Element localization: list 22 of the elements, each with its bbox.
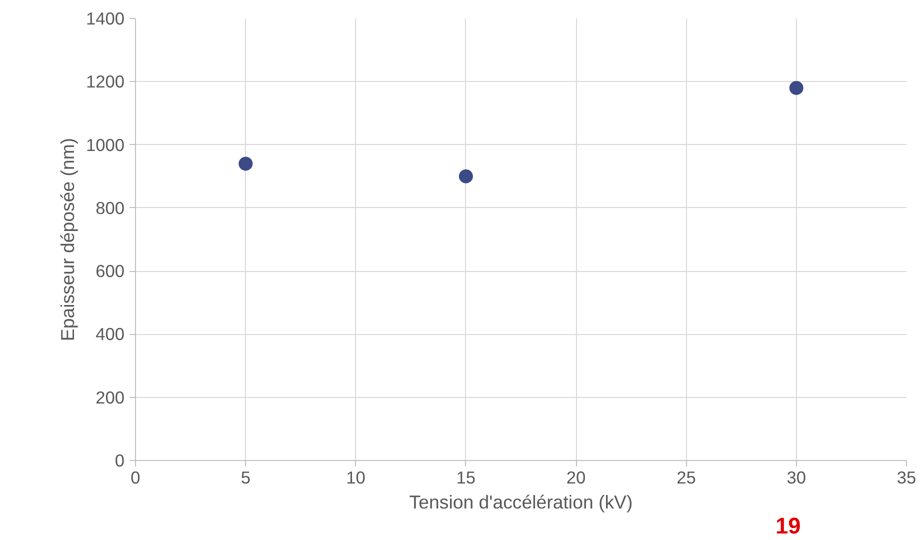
x-tick-label: 10 [346,468,366,488]
y-tick-label: 0 [114,450,125,470]
x-tick-label: 25 [676,468,696,488]
text: 19 [776,512,801,538]
y-axis-title: Epaisseur déposée (nm) [56,138,78,342]
y-tick-label: 1000 [86,134,125,155]
x-tick-label: 5 [240,468,250,488]
x-tick-label: 35 [896,468,916,488]
y-tick-label: 1400 [86,8,125,28]
y-tick-label: 600 [96,261,125,282]
y-tick-label: 800 [96,198,125,218]
point [238,156,253,171]
y-tick-label: 400 [96,324,125,344]
y-tick-label: 1200 [86,72,125,92]
point [458,169,473,184]
x-axis-title: Tension d'accélération (kV) [409,492,633,512]
x-tick-label: 0 [130,468,140,488]
x-tick-label: 20 [566,468,586,488]
y-tick-label: 200 [96,387,125,408]
point [789,80,804,95]
x-tick-label: 15 [456,468,476,488]
x-tick-label: 30 [786,468,806,488]
